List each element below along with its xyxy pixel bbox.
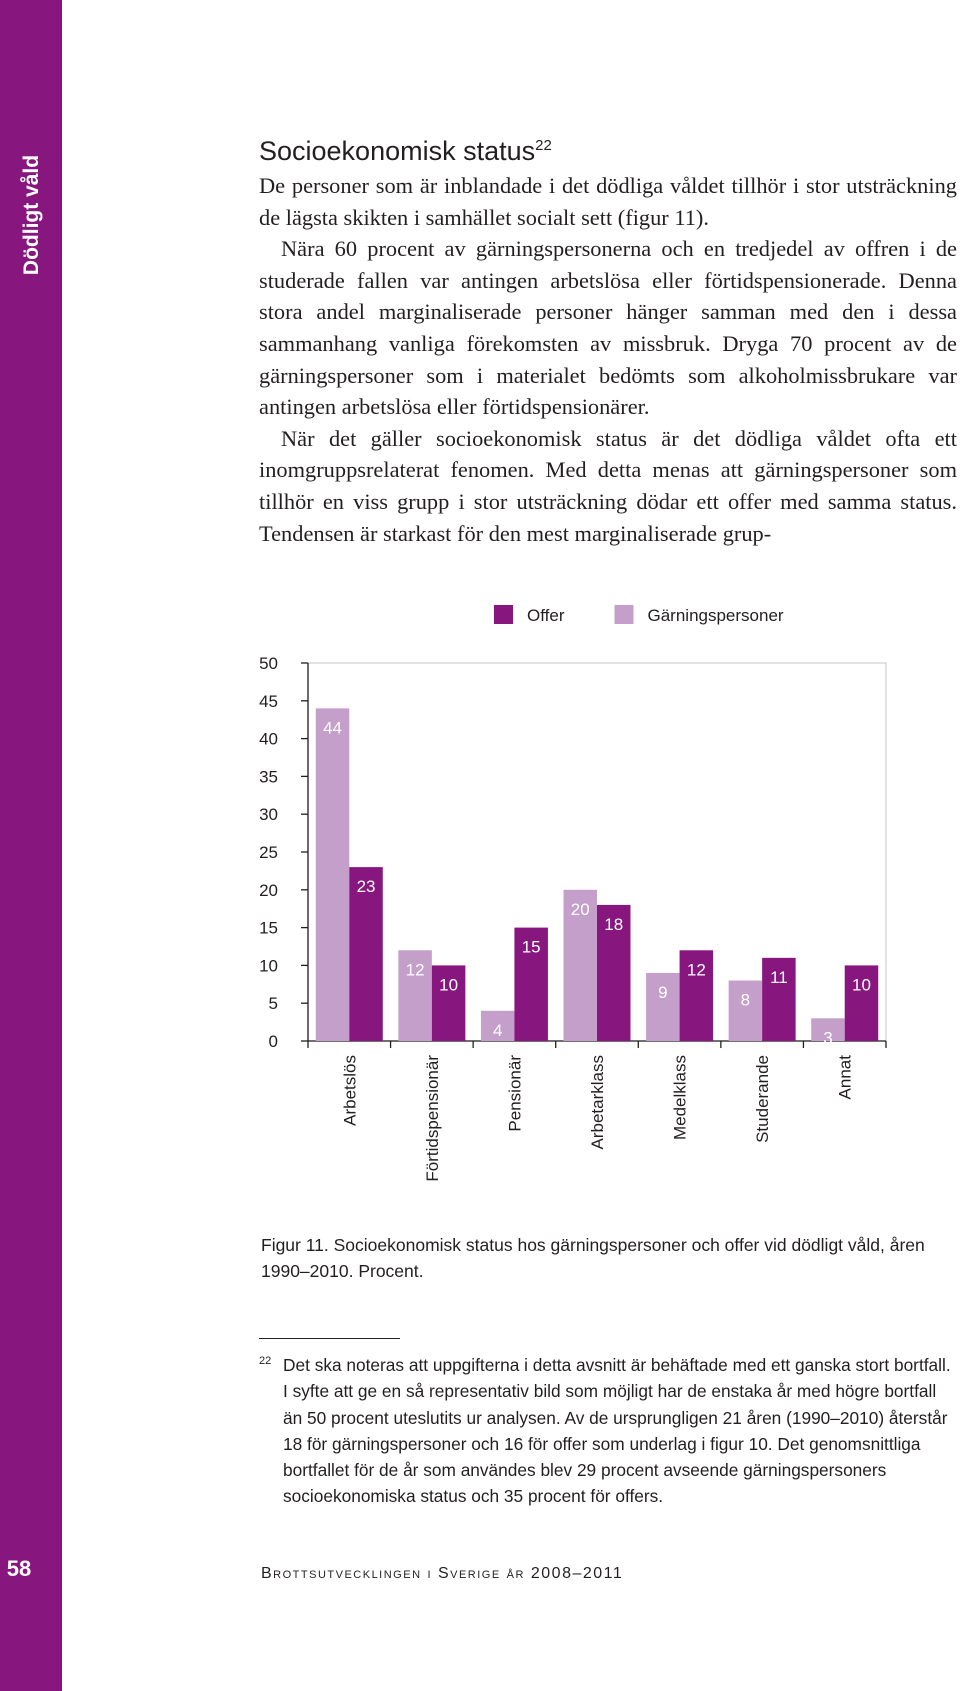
y-tick-label: 35	[259, 767, 278, 786]
category-label: Medelklass	[671, 1055, 690, 1140]
body-paragraph-3: När det gäller socioekonomisk status är …	[259, 425, 957, 546]
bar-gärningspersoner	[811, 1018, 845, 1041]
legend-swatch	[614, 605, 634, 624]
body-paragraph-2: Nära 60 procent av gärningspersonerna oc…	[259, 236, 957, 420]
data-label: 20	[571, 900, 590, 919]
data-label: 11	[770, 968, 788, 987]
y-tick-label: 30	[259, 805, 278, 824]
bar-chart: 0 5 10 15 20 25 30 35 40 45 50 44 12 4 20 9 8 3 23 10 15 18 12…	[259, 605, 887, 1182]
category-label: Förtidspensionär	[423, 1055, 442, 1182]
bar-gärningspersoner	[728, 980, 763, 1041]
data-label: 12	[687, 960, 706, 979]
bar-gärningspersoner	[398, 950, 432, 1041]
footnote: 22 Det ska noteras att uppgifterna i det…	[259, 1352, 957, 1510]
bar-offer	[679, 950, 714, 1041]
bar-offer	[514, 927, 548, 1041]
bar-offer	[844, 965, 879, 1041]
y-tick-label: 15	[259, 919, 278, 938]
y-tick-label: 45	[259, 692, 278, 711]
data-label: 4	[493, 1021, 502, 1040]
y-tick-label: 40	[259, 730, 278, 749]
category-label: Annat	[836, 1055, 855, 1100]
bar-gärningspersoner	[563, 889, 597, 1041]
footnote-reference: 22	[535, 137, 552, 154]
category-label: Studerande	[753, 1055, 772, 1143]
body-text: De personer som är inblandade i det dödl…	[259, 170, 957, 549]
y-tick-label: 5	[269, 994, 278, 1013]
bar-offer	[349, 867, 383, 1041]
data-label: 18	[604, 915, 623, 934]
legend-label: Gärningspersoner	[648, 606, 784, 625]
footnote-divider	[259, 1338, 400, 1339]
bar-gärningspersoner	[646, 972, 680, 1041]
body-paragraph-1: De personer som är inblandade i det dödl…	[259, 173, 957, 230]
bar-gärningspersoner	[480, 1010, 515, 1041]
legend-swatch	[494, 605, 513, 624]
y-tick-label: 50	[259, 654, 278, 673]
data-label: 9	[658, 983, 667, 1002]
data-label: 12	[406, 960, 425, 979]
footnote-number: 22	[259, 1355, 272, 1367]
category-label: Pensionär	[505, 1055, 524, 1132]
section-title-text: Socioekonomisk status	[259, 136, 536, 166]
bar-offer	[762, 957, 796, 1041]
section-title: Socioekonomisk status22	[259, 136, 552, 167]
data-label: 3	[823, 1028, 832, 1047]
sidebar-title-text: Dödligt våld	[20, 154, 43, 276]
bar-offer	[431, 965, 466, 1041]
sidebar: Dödligt våld 58	[0, 0, 62, 1691]
y-tick-label: 20	[259, 881, 278, 900]
legend-label: Offer	[527, 606, 565, 625]
page-number: 58	[6, 1556, 32, 1581]
data-label: 23	[357, 877, 376, 896]
running-footer: Brottsutvecklingen i Sverige år 2008–201…	[261, 1565, 624, 1582]
data-label: 44	[323, 718, 342, 737]
y-tick-label: 0	[269, 1032, 278, 1051]
bar-gärningspersoner	[315, 708, 350, 1041]
figure-caption: Figur 11. Socioekonomisk status hos gärn…	[261, 1235, 925, 1281]
category-label: Arbetslös	[340, 1055, 359, 1126]
data-label: 8	[741, 991, 750, 1010]
footnote-text: Det ska noteras att uppgifterna i detta …	[283, 1355, 951, 1507]
y-tick-label: 25	[259, 843, 278, 862]
category-label: Arbetarklass	[588, 1055, 607, 1149]
bar-offer	[597, 904, 631, 1041]
sidebar-title: Dödligt våld	[14, 145, 50, 285]
y-tick-label: 10	[259, 956, 278, 975]
data-label: 15	[522, 938, 541, 957]
data-label: 10	[439, 975, 458, 994]
data-label: 10	[852, 975, 871, 994]
